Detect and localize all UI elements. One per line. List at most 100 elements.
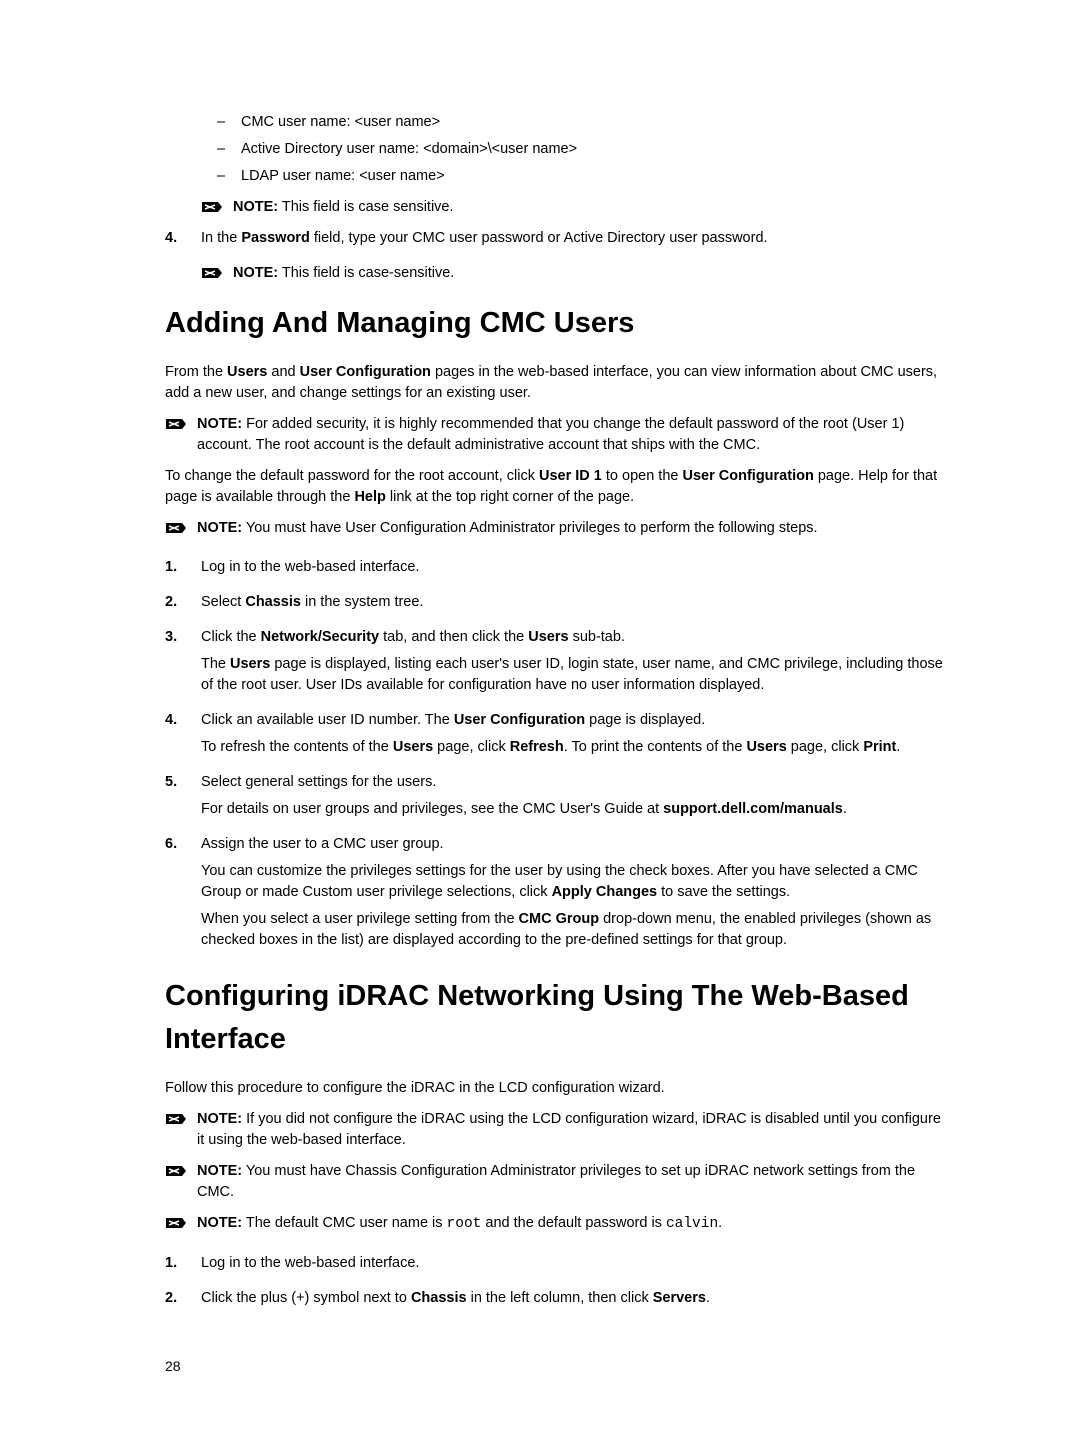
bold-text: Users [746, 739, 786, 755]
note-label: NOTE: [197, 1111, 242, 1127]
text: Select general settings for the users. [201, 772, 950, 793]
bold-text: Chassis [411, 1290, 467, 1306]
step-marker: 2. [165, 592, 201, 619]
text: to save the settings. [657, 884, 790, 900]
text: page, click [433, 739, 510, 755]
page-number: 28 [165, 1356, 181, 1376]
text: Assign the user to a CMC user group. [201, 834, 950, 855]
bold-text: Refresh [510, 739, 564, 755]
note-text: NOTE: For added security, it is highly r… [197, 414, 950, 456]
note-icon [201, 199, 223, 215]
note-label: NOTE: [233, 199, 278, 215]
text: The [201, 656, 230, 672]
text: page, click [787, 739, 864, 755]
step-item: 4. In the Password field, type your CMC … [165, 228, 950, 255]
step-item: 3. Click the Network/Security tab, and t… [165, 627, 950, 702]
note-body: This field is case-sensitive. [278, 265, 454, 281]
bold-text: CMC Group [519, 911, 600, 927]
bold-text: Servers [653, 1290, 706, 1306]
paragraph: To change the default password for the r… [165, 466, 950, 508]
note-label: NOTE: [233, 265, 278, 281]
note-text: NOTE: You must have User Configuration A… [197, 518, 950, 539]
text: field, type your CMC user password or Ac… [310, 230, 768, 246]
text: Log in to the web-based interface. [201, 557, 950, 578]
bullet-text: Active Directory user name: <domain>\<us… [241, 139, 577, 160]
text: Click an available user ID number. The [201, 712, 454, 728]
text: in the left column, then click [467, 1290, 653, 1306]
text: When you select a user privilege setting… [201, 911, 519, 927]
text: in the system tree. [301, 594, 424, 610]
bold-text: User Configuration [454, 712, 585, 728]
text: To change the default password for the r… [165, 468, 539, 484]
step-body: Click an available user ID number. The U… [201, 710, 950, 764]
bold-text: User Configuration [683, 468, 814, 484]
heading: Adding And Managing CMC Users [165, 302, 950, 344]
note-text: NOTE: If you did not configure the iDRAC… [197, 1109, 950, 1151]
note-body: This field is case sensitive. [278, 199, 453, 215]
text: . To print the contents of the [564, 739, 747, 755]
bold-text: Users [227, 364, 267, 380]
text: . [896, 739, 900, 755]
step-item: 4. Click an available user ID number. Th… [165, 710, 950, 764]
text: and the default password is [481, 1215, 666, 1231]
dash: – [217, 166, 241, 187]
step-marker: 1. [165, 557, 201, 584]
note-label: NOTE: [197, 1215, 242, 1231]
step-body: Click the Network/Security tab, and then… [201, 627, 950, 702]
step-item: 2. Select Chassis in the system tree. [165, 592, 950, 619]
note-body: You must have User Configuration Adminis… [242, 520, 817, 536]
bullet-item: –CMC user name: <user name> [217, 112, 950, 133]
note-block: NOTE: This field is case sensitive. [201, 197, 950, 218]
nested-bullet-list: –CMC user name: <user name> –Active Dire… [217, 112, 950, 187]
dash: – [217, 139, 241, 160]
note-text: NOTE: This field is case-sensitive. [233, 263, 950, 284]
bold-text: Help [354, 489, 385, 505]
heading: Configuring iDRAC Networking Using The W… [165, 975, 950, 1059]
note-icon [165, 1215, 187, 1231]
text: . [706, 1290, 710, 1306]
note-label: NOTE: [197, 520, 242, 536]
bold-text: Users [230, 656, 270, 672]
bold-text: Chassis [245, 594, 301, 610]
bold-text: Network/Security [261, 629, 379, 645]
text: to open the [602, 468, 683, 484]
note-block: NOTE: If you did not configure the iDRAC… [165, 1109, 950, 1151]
mono-text: root [447, 1216, 482, 1232]
step-body: Select Chassis in the system tree. [201, 592, 950, 619]
text: Click the [201, 629, 261, 645]
bullet-item: –Active Directory user name: <domain>\<u… [217, 139, 950, 160]
text: For details on user groups and privilege… [201, 801, 663, 817]
step-marker: 6. [165, 834, 201, 957]
step-body: Log in to the web-based interface. [201, 557, 950, 584]
bold-text: Apply Changes [552, 884, 658, 900]
step-marker: 2. [165, 1288, 201, 1315]
step-item: 5. Select general settings for the users… [165, 772, 950, 826]
mono-text: calvin [666, 1216, 718, 1232]
bold-text: Password [241, 230, 310, 246]
note-icon [201, 265, 223, 281]
step-body: Assign the user to a CMC user group. You… [201, 834, 950, 957]
note-text: NOTE: You must have Chassis Configuratio… [197, 1161, 950, 1203]
text: . [718, 1215, 722, 1231]
text: In the [201, 230, 241, 246]
bold-text: Print [863, 739, 896, 755]
note-icon [165, 1163, 187, 1179]
note-label: NOTE: [197, 1163, 242, 1179]
text: link at the top right corner of the page… [386, 489, 634, 505]
step-marker: 1. [165, 1253, 201, 1280]
bold-text: User ID 1 [539, 468, 602, 484]
text: page is displayed, listing each user's u… [201, 656, 943, 693]
step-item: 6. Assign the user to a CMC user group. … [165, 834, 950, 957]
bold-text: User Configuration [300, 364, 431, 380]
bullet-text: LDAP user name: <user name> [241, 166, 445, 187]
note-body: You must have Chassis Configuration Admi… [197, 1163, 915, 1200]
note-text: NOTE: The default CMC user name is root … [197, 1213, 950, 1235]
note-icon [165, 416, 187, 432]
step-body: Select general settings for the users. F… [201, 772, 950, 826]
text: page is displayed. [585, 712, 705, 728]
bold-text: Users [528, 629, 568, 645]
text: From the [165, 364, 227, 380]
step-item: 2. Click the plus (+) symbol next to Cha… [165, 1288, 950, 1315]
note-label: NOTE: [197, 416, 242, 432]
note-block: NOTE: For added security, it is highly r… [165, 414, 950, 456]
